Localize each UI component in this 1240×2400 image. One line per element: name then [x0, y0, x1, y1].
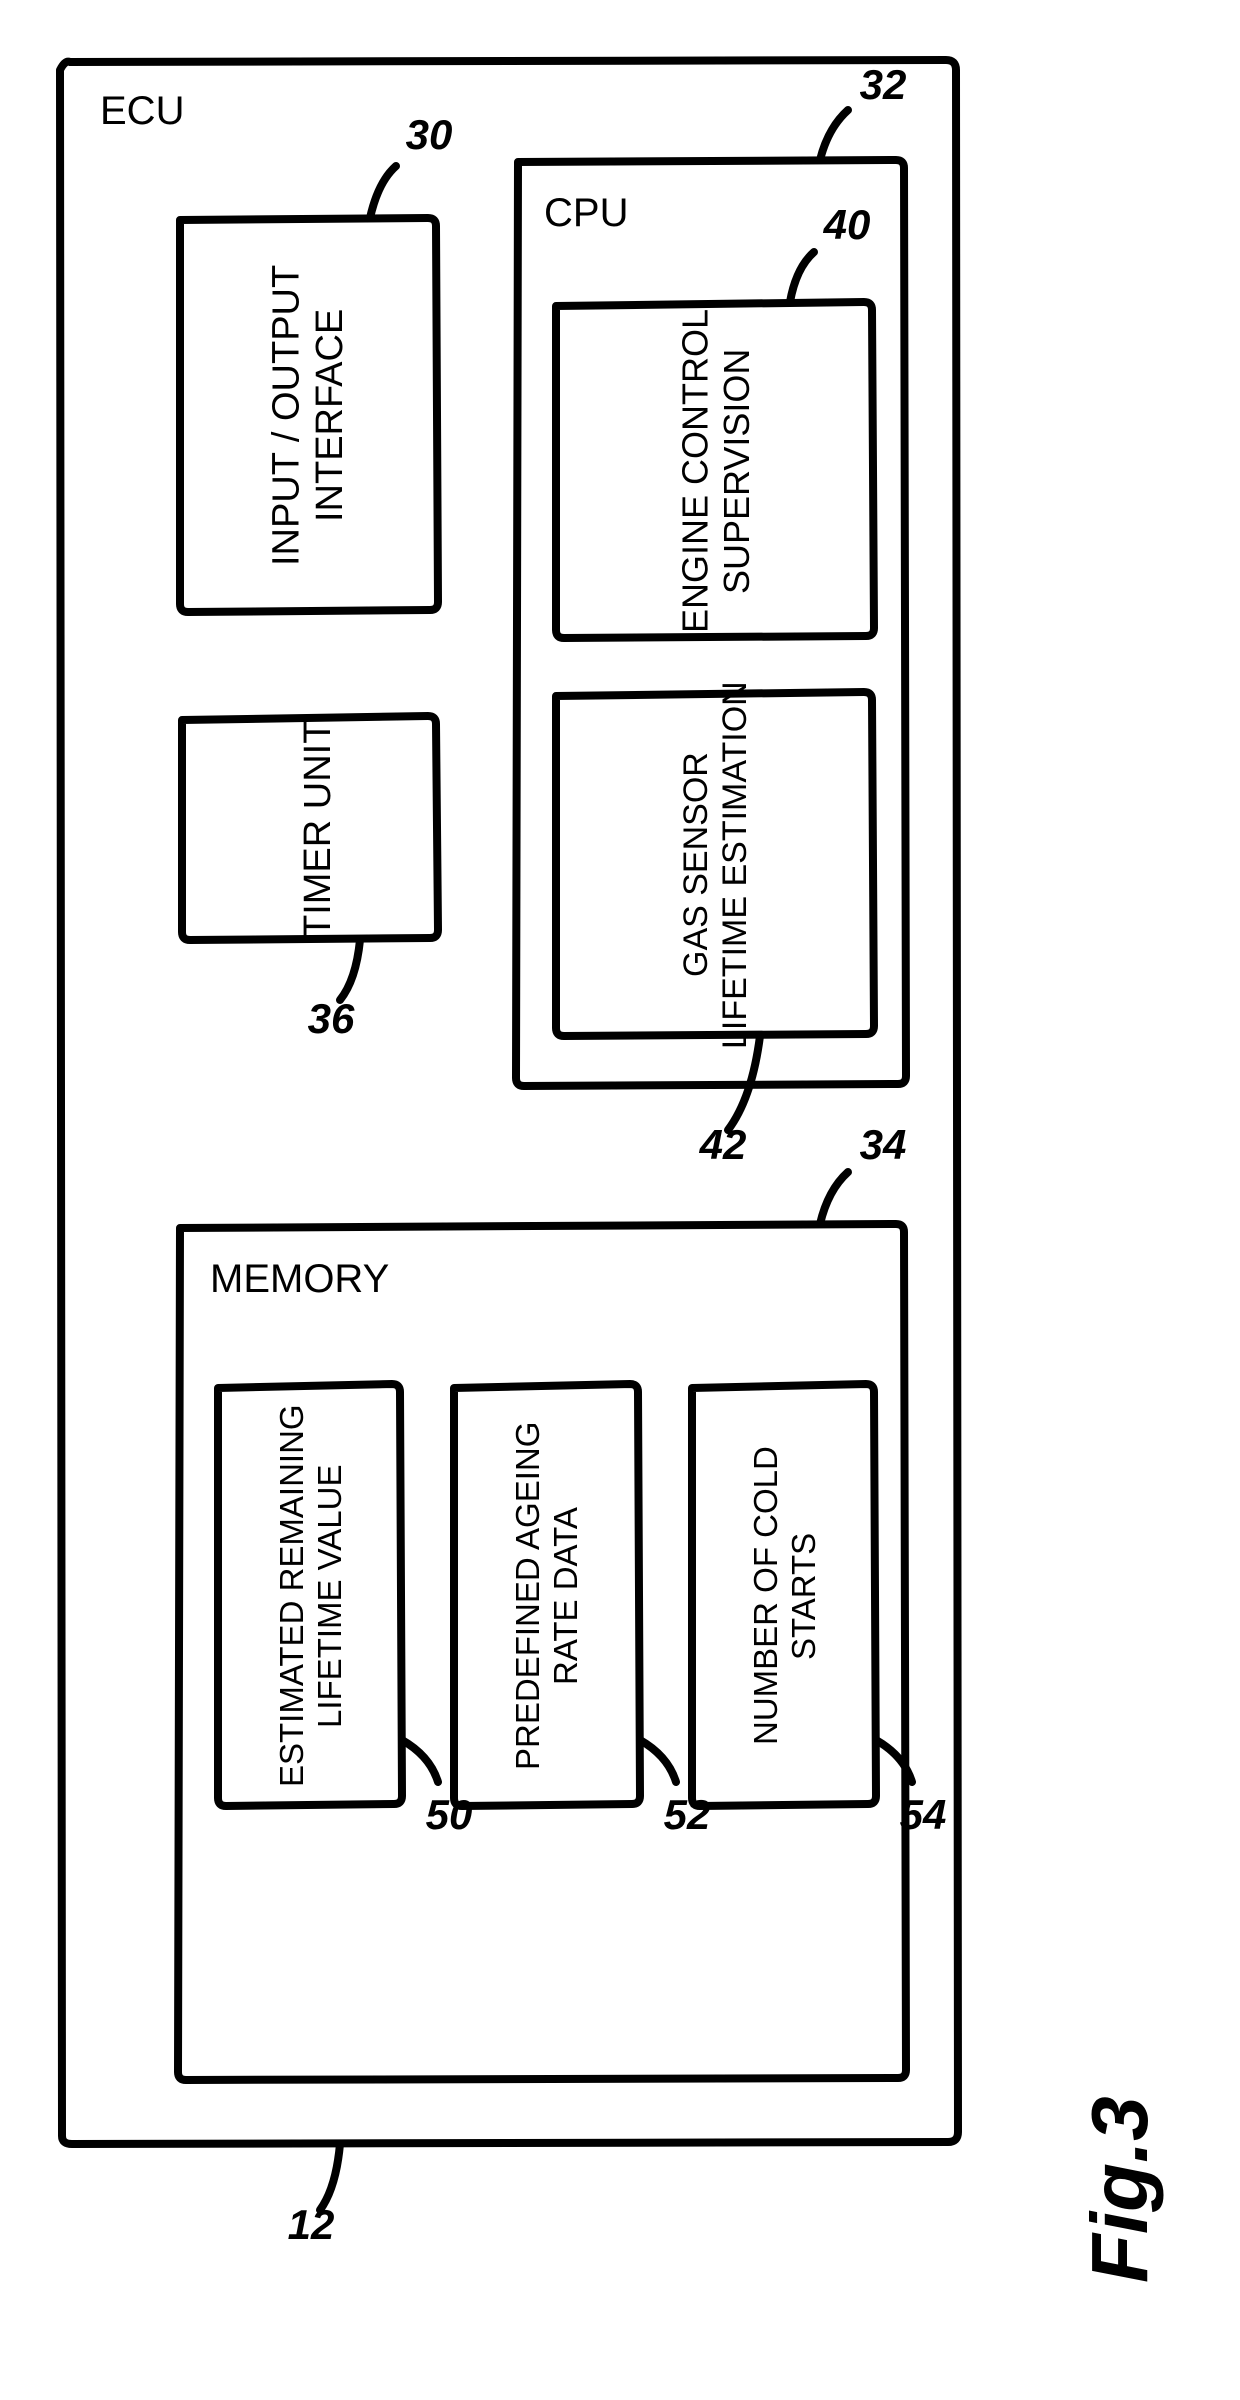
- leader-52: [640, 1740, 676, 1782]
- leader-50: [402, 1740, 438, 1782]
- ref-30: 30: [394, 110, 464, 160]
- erl-label: ESTIMATED REMAINING LIFETIME VALUE: [226, 1396, 396, 1796]
- ref-36: 36: [296, 994, 366, 1044]
- cold-label: NUMBER OF COLD STARTS: [700, 1396, 870, 1796]
- leader-30: [370, 166, 396, 218]
- leader-32: [820, 110, 848, 160]
- leader-34: [820, 1172, 848, 1224]
- age-label: PREDEFINED AGEING RATE DATA: [462, 1396, 632, 1796]
- eng-label: ENGINE CONTROL SUPERVISION: [566, 314, 866, 628]
- diagram-page: ECU INPUT / OUTPUT INTERFACE TIMER UNIT …: [0, 0, 1240, 2394]
- life-label: GAS SENSOR LIFETIME ESTIMATION: [566, 704, 866, 1026]
- cpu-title: CPU: [544, 190, 664, 236]
- memory-title: MEMORY: [210, 1256, 410, 1302]
- leader-36: [340, 940, 360, 1000]
- ecu-title: ECU: [100, 88, 240, 134]
- ref-52: 52: [652, 1790, 722, 1840]
- ref-54: 54: [888, 1790, 958, 1840]
- ref-40: 40: [812, 200, 882, 250]
- ref-42: 42: [688, 1120, 758, 1170]
- timer-label: TIMER UNIT: [296, 726, 342, 932]
- figure-label: Fig.3: [1020, 1980, 1220, 2400]
- ref-12: 12: [276, 2200, 346, 2250]
- ref-32: 32: [848, 60, 918, 110]
- ref-50: 50: [414, 1790, 484, 1840]
- io-label: INPUT / OUTPUT INTERFACE: [190, 230, 428, 600]
- ref-34: 34: [848, 1120, 918, 1170]
- leader-40: [790, 252, 814, 302]
